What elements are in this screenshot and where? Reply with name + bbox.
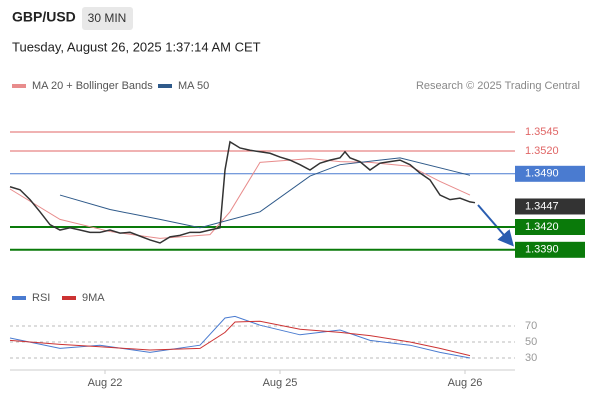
credit: Research © 2025 Trading Central — [416, 80, 580, 92]
legend-label: RSI — [32, 292, 50, 304]
series-line — [9, 158, 471, 239]
legend-swatch — [62, 296, 76, 300]
y-tick-label: 50 — [525, 336, 537, 348]
level-label: 1.3520 — [525, 145, 559, 157]
legend-label: MA 50 — [178, 80, 209, 92]
legend-swatch — [12, 296, 26, 300]
legend-swatch — [12, 84, 26, 88]
level-box — [515, 198, 585, 215]
x-tick-label: Aug 22 — [88, 377, 123, 389]
level-label: 1.3420 — [525, 221, 559, 233]
level-label: 1.3447 — [525, 200, 559, 212]
legend-swatch — [158, 84, 172, 88]
interval: 30 MIN — [88, 11, 127, 25]
legend-label: 9MA — [82, 292, 105, 304]
legend-label: MA 20 + Bollinger Bands — [32, 80, 153, 92]
level-label: 1.3545 — [525, 126, 559, 138]
level-label: 1.3490 — [525, 168, 559, 180]
series-line — [9, 315, 471, 359]
interval-badge — [82, 7, 133, 30]
price-line — [9, 140, 476, 244]
x-tick-label: Aug 26 — [448, 377, 483, 389]
series-line — [59, 157, 471, 229]
level-box — [515, 241, 585, 258]
y-tick-label: 30 — [525, 352, 537, 364]
level-box — [515, 219, 585, 235]
level-box — [515, 165, 585, 182]
forecast-arrow — [477, 204, 514, 247]
level-label: 1.3390 — [525, 244, 559, 256]
x-tick-label: Aug 25 — [263, 377, 298, 389]
timestamp: Tuesday, August 26, 2025 1:37:14 AM CET — [12, 39, 261, 54]
y-tick-label: 70 — [525, 320, 537, 332]
symbol: GBP/USD — [12, 9, 76, 25]
series-line — [9, 320, 471, 357]
